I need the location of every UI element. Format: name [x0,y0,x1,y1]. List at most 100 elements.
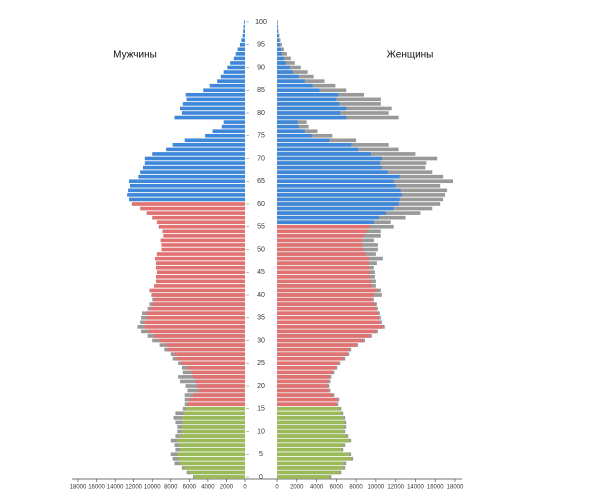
y-tick-label: 35 [257,315,265,322]
bar [277,193,402,197]
bar [180,461,245,466]
y-tick-label: 5 [259,451,263,458]
bar [277,183,396,188]
y-tick-label: 85 [257,87,265,94]
bar [155,256,245,261]
bar [277,375,330,379]
bar [152,152,245,156]
bar [186,97,245,102]
bar [129,179,245,184]
bar [155,265,245,270]
bar [277,434,347,438]
bar [277,461,344,466]
bar [277,361,339,366]
bar [146,315,245,320]
bar [144,320,245,325]
bar [277,97,337,102]
bar [181,429,245,434]
bar [277,197,400,202]
bar [142,165,245,170]
bar [277,343,357,347]
bar [127,193,245,197]
y-tick-label: 20 [257,383,265,390]
bar [155,261,245,265]
bar [172,143,245,147]
bar [243,29,245,33]
bar [221,124,245,129]
bar [277,347,350,352]
bar [277,152,371,156]
bar [277,429,344,434]
bar [277,170,388,174]
y-tick-label: 25 [257,360,265,367]
bar [277,83,313,88]
x-tick-label: 0 [275,485,279,491]
bar [187,402,245,407]
bar [186,406,245,411]
bar [277,52,282,56]
y-tick-label: 90 [257,64,265,71]
bar [223,70,245,74]
bar [277,388,329,393]
bar [277,393,333,397]
bar [144,161,245,165]
bar [277,174,400,179]
bar [277,243,363,247]
bar [166,147,245,152]
bar [277,61,286,65]
bar [277,42,280,47]
bar [277,79,305,83]
bar [277,206,394,211]
bar [182,102,245,106]
bar [277,279,371,284]
bar [277,475,330,479]
bar [277,329,376,334]
bar [140,170,245,174]
y-tick-label: 40 [257,292,265,299]
bar [155,279,245,284]
bar [241,38,245,43]
left-title: Мужчины [113,50,157,61]
bar [163,234,245,238]
x-tick-label: 14000 [107,485,124,491]
bar [277,397,338,402]
x-tick-label: 4000 [201,485,215,491]
bar [244,20,245,24]
x-tick-label: 14000 [407,485,424,491]
bar [156,252,245,256]
x-tick-label: 4000 [310,485,324,491]
bar [277,234,365,238]
bar [152,293,245,297]
bar [277,115,347,120]
bar [148,329,245,334]
bar [277,416,344,420]
y-tick-label: 80 [257,110,265,117]
y-tick-label: 70 [257,155,265,162]
bar [174,115,245,120]
bar [162,229,245,234]
bar [277,161,380,165]
x-tick-label: 18000 [447,485,464,491]
bar [198,388,245,393]
bar [156,220,245,225]
bar [178,456,245,461]
bar [277,365,336,370]
bar [156,270,245,275]
bar [174,352,245,356]
bar [183,411,245,416]
bar [184,138,245,143]
bar [161,247,245,252]
bar [277,443,344,447]
bar [152,215,245,220]
bar [277,229,367,234]
y-tick-label: 100 [255,19,267,26]
bar [277,138,330,143]
bar [146,211,245,215]
bar [184,466,245,470]
x-tick-label: 8000 [164,485,178,491]
bar [277,384,328,388]
bar [277,297,372,302]
bar [203,88,245,93]
bar [277,284,372,288]
